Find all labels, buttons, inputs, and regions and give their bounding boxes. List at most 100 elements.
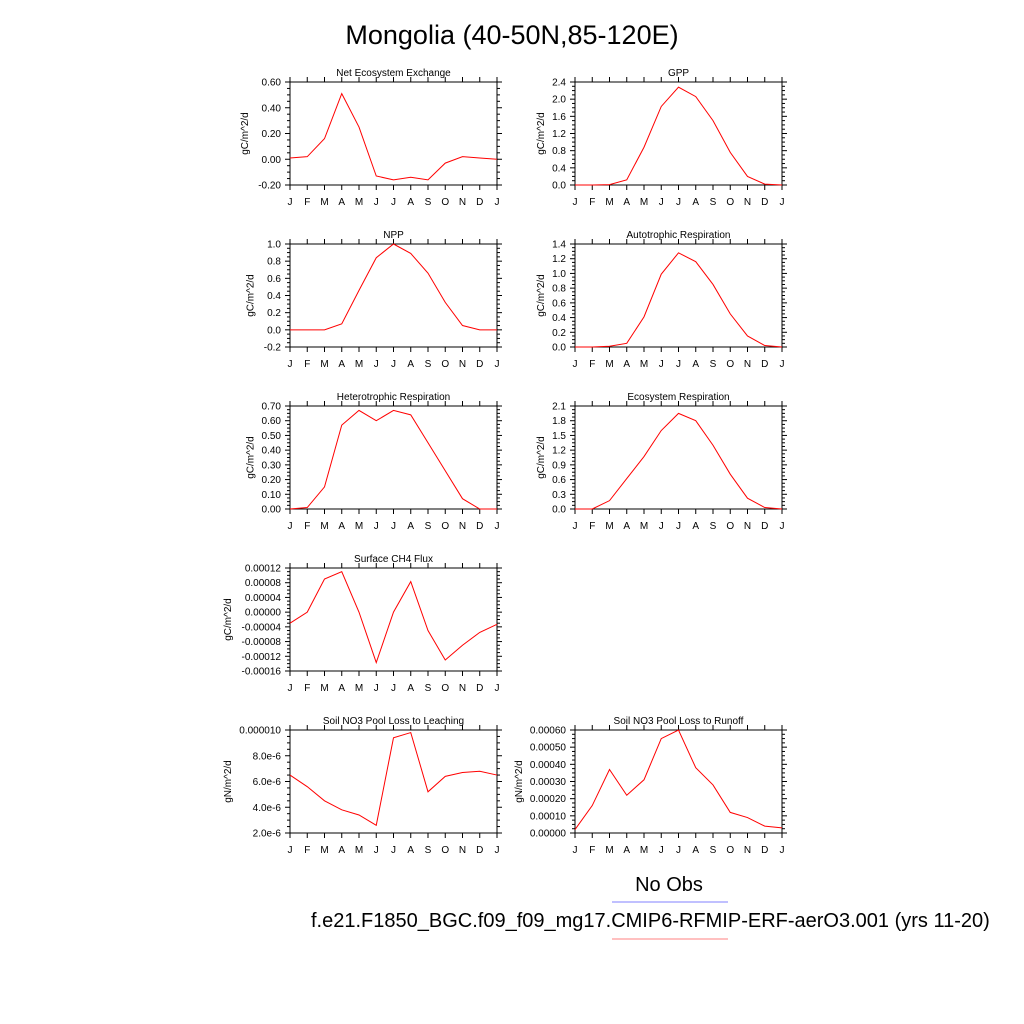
x-tick-label: D bbox=[476, 683, 483, 694]
figure-title: Mongolia (40-50N,85-120E) bbox=[345, 20, 678, 50]
series-line bbox=[575, 86, 783, 186]
x-tick-label: J bbox=[573, 359, 578, 370]
chart-title: Soil NO3 Pool Loss to Leaching bbox=[323, 716, 464, 727]
y-tick-label: 2.0 bbox=[552, 95, 566, 106]
x-tick-label: N bbox=[459, 683, 466, 694]
plot-frame bbox=[574, 729, 783, 834]
y-tick-label: 0.0 bbox=[552, 505, 566, 516]
plot-frame bbox=[289, 243, 498, 348]
y-axis-label: gN/m^2/d bbox=[223, 760, 234, 803]
x-tick-label: S bbox=[425, 683, 432, 694]
x-tick-label: J bbox=[780, 359, 785, 370]
x-tick-label: A bbox=[692, 359, 699, 370]
x-tick-label: F bbox=[589, 197, 595, 208]
x-tick-label: M bbox=[605, 521, 613, 532]
x-tick-label: S bbox=[710, 197, 717, 208]
y-tick-label: 8.0e-6 bbox=[253, 751, 282, 762]
y-tick-label: 0.6 bbox=[552, 298, 566, 309]
x-tick-label: J bbox=[659, 197, 664, 208]
chart-panel: Surface CH4 Flux gC/m^2/d -0.00016 -0.00012… bbox=[223, 554, 502, 694]
x-tick-label: J bbox=[288, 683, 293, 694]
y-tick-label: -0.2 bbox=[264, 343, 282, 354]
y-tick-label: 0.30 bbox=[262, 460, 282, 471]
x-tick-label: A bbox=[407, 845, 414, 856]
y-tick-label: 0.8 bbox=[267, 257, 281, 268]
series-line bbox=[289, 92, 498, 181]
y-tick-label: 0.00 bbox=[262, 505, 282, 516]
x-tick-label: M bbox=[605, 359, 613, 370]
chart-panels: Net Ecosystem ExchangegC/m^2/d-0.200.000… bbox=[223, 68, 787, 856]
y-axis-label: gC/m^2/d bbox=[246, 274, 257, 317]
x-tick-label: J bbox=[374, 683, 379, 694]
x-tick-label: J bbox=[495, 359, 500, 370]
x-tick-label: M bbox=[320, 845, 328, 856]
y-tick-label: 0.20 bbox=[262, 129, 282, 140]
plot-frame bbox=[289, 81, 498, 186]
y-tick-label: 0.20 bbox=[262, 475, 282, 486]
x-tick-label: S bbox=[710, 521, 717, 532]
chart-panel: Net Ecosystem Exchange gC/m^2/d -0.20 0.00 0… bbox=[240, 68, 502, 208]
y-axis-label: gC/m^2/d bbox=[536, 274, 547, 317]
y-tick-label: 0.60 bbox=[262, 416, 282, 427]
x-tick-label: J bbox=[495, 197, 500, 208]
y-tick-label: -0.00004 bbox=[242, 622, 282, 633]
y-tick-label: 1.2 bbox=[552, 129, 566, 140]
x-tick-label: M bbox=[355, 359, 363, 370]
series-line bbox=[289, 409, 497, 510]
y-tick-label: 0.4 bbox=[267, 291, 281, 302]
chart-title: GPP bbox=[668, 68, 689, 79]
x-tick-label: F bbox=[304, 359, 310, 370]
y-tick-label: 0.2 bbox=[552, 328, 566, 339]
y-tick-label: -0.20 bbox=[258, 181, 281, 192]
x-tick-label: A bbox=[407, 359, 414, 370]
x-tick-label: J bbox=[288, 197, 293, 208]
x-tick-label: D bbox=[476, 521, 483, 532]
x-tick-label: M bbox=[640, 521, 648, 532]
x-tick-label: S bbox=[425, 845, 432, 856]
chart-title: NPP bbox=[383, 230, 404, 241]
y-tick-label: 2.1 bbox=[552, 402, 566, 413]
y-tick-label: 1.2 bbox=[552, 446, 566, 457]
x-tick-label: S bbox=[710, 845, 717, 856]
x-tick-label: O bbox=[726, 521, 734, 532]
y-tick-label: 0.00030 bbox=[530, 777, 567, 788]
y-tick-label: 0.4 bbox=[552, 163, 566, 174]
y-tick-label: 0.40 bbox=[262, 103, 282, 114]
y-tick-label: 0.00012 bbox=[245, 564, 282, 575]
y-tick-label: 0.00000 bbox=[245, 608, 282, 619]
x-tick-label: F bbox=[589, 359, 595, 370]
x-tick-label: J bbox=[780, 197, 785, 208]
x-tick-label: F bbox=[304, 521, 310, 532]
plot-frame bbox=[289, 567, 498, 672]
y-tick-label: 1.6 bbox=[552, 112, 566, 123]
x-tick-label: D bbox=[476, 359, 483, 370]
y-tick-label: 1.0 bbox=[267, 240, 281, 251]
x-tick-label: F bbox=[304, 683, 310, 694]
y-tick-label: 0.2 bbox=[267, 308, 281, 319]
x-tick-label: M bbox=[355, 521, 363, 532]
y-tick-label: 0.00 bbox=[262, 155, 282, 166]
y-tick-label: 1.4 bbox=[552, 240, 566, 251]
x-tick-label: M bbox=[355, 683, 363, 694]
chart-panel: Soil NO3 Pool Loss to Runoff gN/m^2/d 0.00… bbox=[514, 716, 787, 856]
y-tick-label: -0.00008 bbox=[242, 637, 282, 648]
x-tick-label: J bbox=[573, 845, 578, 856]
x-tick-label: J bbox=[780, 521, 785, 532]
y-tick-label: 0.8 bbox=[552, 146, 566, 157]
y-axis-label: gC/m^2/d bbox=[223, 598, 234, 641]
chart-title: Soil NO3 Pool Loss to Runoff bbox=[614, 716, 744, 727]
x-tick-label: J bbox=[676, 359, 681, 370]
series-line bbox=[575, 252, 783, 348]
chart-title: Surface CH4 Flux bbox=[354, 554, 433, 565]
y-tick-label: 0.00040 bbox=[530, 760, 567, 771]
y-tick-label: 0.9 bbox=[552, 460, 566, 471]
x-tick-label: M bbox=[640, 197, 648, 208]
x-tick-label: N bbox=[744, 521, 751, 532]
y-tick-label: 1.5 bbox=[552, 431, 566, 442]
x-tick-label: D bbox=[761, 521, 768, 532]
x-tick-label: A bbox=[623, 359, 630, 370]
x-tick-label: A bbox=[338, 521, 345, 532]
x-tick-label: A bbox=[407, 521, 414, 532]
x-tick-label: J bbox=[374, 845, 379, 856]
